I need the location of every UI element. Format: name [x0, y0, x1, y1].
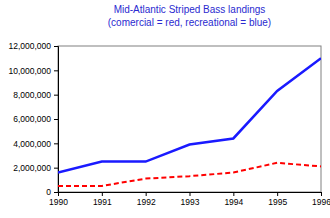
x-tick: 1990: [49, 192, 68, 207]
x-tick-mark: [58, 192, 59, 196]
x-tick-mark: [146, 192, 147, 196]
y-tick-mark: [54, 95, 58, 96]
y-axis: 0 2,000,000 4,000,000 6,000,000 8,000,000 10,…: [8, 41, 58, 197]
y-tick: 6,000,000: [13, 114, 58, 124]
x-tick-label: 1994: [224, 197, 243, 207]
x-tick-label: 1991: [93, 197, 112, 207]
y-tick-label: 4,000,000: [13, 139, 51, 149]
y-tick-mark: [54, 168, 58, 169]
x-tick: 1991: [93, 192, 112, 207]
y-tick: 2,000,000: [13, 163, 58, 173]
x-tick-label: 1993: [181, 197, 200, 207]
x-axis-line: [59, 193, 322, 197]
y-tick: 0: [46, 187, 58, 197]
x-tick-mark: [102, 192, 103, 196]
x-tick-mark: [233, 192, 234, 196]
x-tick: 1995: [268, 192, 287, 207]
x-tick-mark: [321, 192, 322, 196]
chart: Mid-Atlantic Striped Bass landings (comer…: [0, 0, 330, 218]
y-tick: 10,000,000: [8, 66, 58, 76]
y-tick-label: 6,000,000: [13, 114, 51, 124]
x-tick-label: 1995: [268, 197, 287, 207]
y-tick-label: 10,000,000: [8, 66, 51, 76]
x-tick-label: 1996: [312, 197, 330, 207]
x-tick-mark: [277, 192, 278, 196]
y-tick-mark: [54, 143, 58, 144]
series-line: [58, 163, 321, 186]
x-tick-label: 1990: [49, 197, 68, 207]
y-axis-line: [54, 47, 59, 193]
x-axis: 1990 1991 1992 1993 1994 1995 1996: [49, 192, 330, 207]
y-tick-mark: [54, 119, 58, 120]
y-tick-label: 0: [46, 187, 51, 197]
series-group: [58, 58, 321, 186]
y-tick: 4,000,000: [13, 139, 58, 149]
x-tick-mark: [190, 192, 191, 196]
x-tick-label: 1992: [137, 197, 156, 207]
y-tick-label: 12,000,000: [8, 41, 51, 51]
y-tick-mark: [54, 192, 58, 193]
plot-frame: [58, 46, 321, 192]
y-tick: 8,000,000: [13, 90, 58, 100]
plot: 0 2,000,000 4,000,000 6,000,000 8,000,000 10,…: [8, 41, 330, 207]
series-line: [58, 58, 321, 172]
y-tick-mark: [54, 46, 58, 47]
y-tick-mark: [54, 70, 58, 71]
x-tick: 1996: [312, 192, 330, 207]
title: Mid-Atlantic Striped Bass landings: [114, 4, 266, 15]
x-tick: 1992: [137, 192, 156, 207]
x-tick: 1994: [224, 192, 243, 207]
y-tick: 12,000,000: [8, 41, 58, 51]
y-tick-label: 8,000,000: [13, 90, 51, 100]
x-tick: 1993: [181, 192, 200, 207]
subtitle: (comercial = red, recreational = blue): [108, 17, 271, 28]
y-tick-label: 2,000,000: [13, 163, 51, 173]
